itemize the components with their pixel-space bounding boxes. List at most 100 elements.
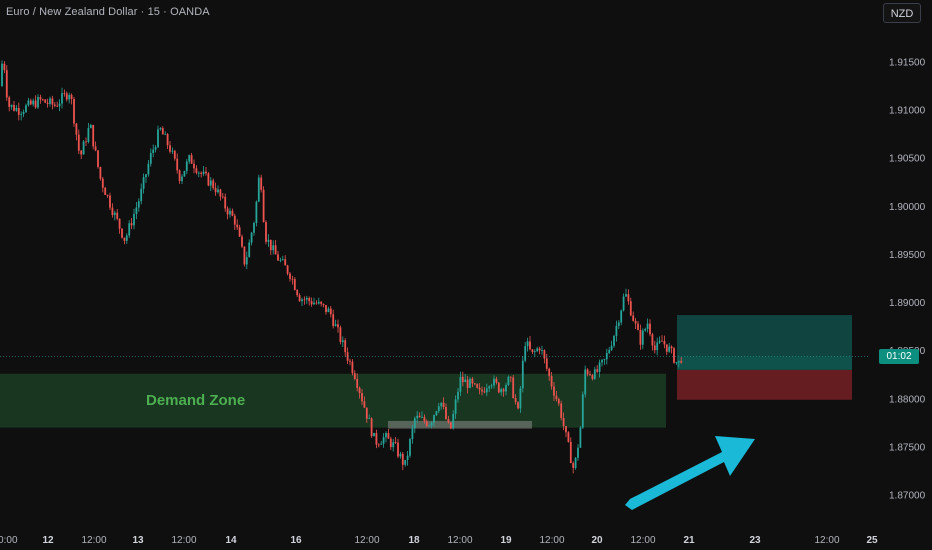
candle-body <box>121 228 123 238</box>
candle-body <box>277 254 279 261</box>
candle-body <box>89 124 92 129</box>
candle-body <box>320 301 323 304</box>
candle-body <box>5 70 8 98</box>
candle-body <box>214 187 217 193</box>
candle-body <box>298 295 301 302</box>
candle-body <box>500 389 503 393</box>
candle-body <box>41 99 44 101</box>
candle-body <box>502 389 505 392</box>
candle-body <box>329 308 332 315</box>
candle-body <box>154 147 157 150</box>
candle-body <box>392 442 395 448</box>
candle-body <box>380 443 383 445</box>
candle-body <box>661 340 663 342</box>
candle-body <box>401 453 404 465</box>
trend-arrow <box>625 436 755 510</box>
candle-body <box>224 196 227 209</box>
candle-body <box>351 361 354 374</box>
current-price-tag: 01:02 <box>879 349 919 364</box>
candle-body <box>142 177 145 189</box>
candle-body <box>469 378 471 388</box>
candle-body <box>377 444 380 446</box>
candle-body <box>521 360 524 389</box>
candle-body <box>497 382 500 393</box>
candle-body <box>603 359 606 360</box>
candle-body <box>236 224 239 228</box>
candle-body <box>221 196 224 198</box>
candle-body <box>188 155 191 162</box>
candle-body <box>466 379 469 388</box>
candle-body <box>598 362 601 372</box>
candle-body <box>519 388 522 409</box>
candle-body <box>243 246 246 265</box>
candle-body <box>665 344 668 352</box>
candle-body <box>27 100 30 106</box>
candle-body <box>25 105 27 112</box>
candle-body <box>605 353 608 360</box>
candle-body <box>514 397 517 403</box>
candle-body <box>293 279 296 290</box>
liquidity-box <box>388 420 532 429</box>
candle-body <box>289 273 291 279</box>
candle-body <box>291 278 294 280</box>
currency-badge[interactable]: NZD <box>883 3 921 23</box>
candle-body <box>584 369 587 395</box>
candle-body <box>634 320 637 324</box>
candle-body <box>478 387 481 390</box>
candle-body <box>250 232 253 243</box>
candle-body <box>310 301 313 305</box>
candle-body <box>385 433 387 438</box>
candle-body <box>581 394 584 428</box>
candle-body <box>593 369 596 379</box>
y-axis-tick-label: 1.88000 <box>889 394 926 405</box>
candle-body <box>169 145 171 152</box>
candle-body <box>454 399 457 414</box>
candle-body <box>526 341 529 347</box>
candle-body <box>409 439 411 456</box>
candle-body <box>387 433 390 439</box>
y-axis-tick-label: 1.87500 <box>889 442 926 453</box>
candle-body <box>70 94 73 99</box>
candle-body <box>267 239 270 242</box>
candle-body <box>20 113 23 115</box>
candle-body <box>152 149 155 154</box>
candle-body <box>257 177 260 202</box>
candle-body <box>356 378 359 388</box>
candle-body <box>639 329 642 345</box>
candle-body <box>29 100 32 105</box>
candle-body <box>440 402 443 407</box>
candle-body <box>476 384 479 388</box>
candle-body <box>207 173 210 186</box>
candle-body <box>178 170 181 182</box>
candle-body <box>34 100 37 108</box>
candle-body <box>195 168 198 173</box>
candle-body <box>58 103 61 107</box>
candle-body <box>202 171 205 174</box>
candle-body <box>308 297 311 302</box>
x-axis-tick-label: 12 <box>42 535 54 546</box>
candle-body <box>411 428 414 440</box>
candle-body <box>365 407 368 419</box>
x-axis-tick-label: 12:00 <box>814 535 839 546</box>
candle-body <box>77 134 80 151</box>
candle-body <box>137 201 140 208</box>
candle-body <box>481 389 483 392</box>
candle-body <box>442 402 445 407</box>
candle-body <box>130 223 133 226</box>
candle-body <box>373 432 375 437</box>
candle-body <box>483 391 486 393</box>
candle-body <box>389 438 392 448</box>
candle-body <box>560 403 563 418</box>
candle-body <box>44 99 47 103</box>
candle-body <box>617 322 620 326</box>
candle-body <box>272 245 275 251</box>
candle-body <box>459 376 462 392</box>
candle-body <box>106 195 109 196</box>
candle-body <box>46 102 49 104</box>
candle-body <box>265 222 267 242</box>
candle-body <box>279 259 282 261</box>
candle-body <box>248 242 251 258</box>
candle-body <box>368 418 371 420</box>
